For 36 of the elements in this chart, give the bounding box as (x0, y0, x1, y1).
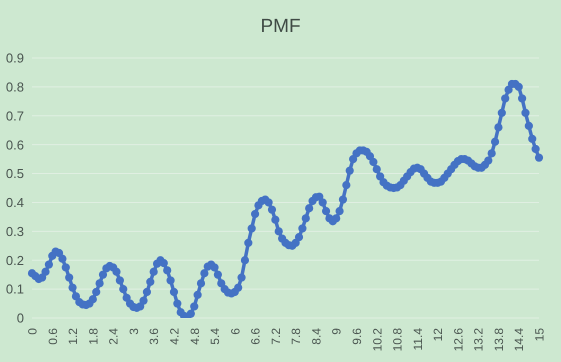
y-tick-label: 0.2 (6, 252, 24, 268)
x-tick-label: 9.6 (350, 328, 364, 345)
x-tick-label: 6.6 (248, 328, 263, 345)
x-tick-label: 15 (532, 328, 547, 342)
x-tick-label: 10.8 (390, 328, 405, 352)
y-tick-label: 0.6 (6, 137, 24, 152)
x-tick-label: 3 (126, 328, 141, 335)
x-tick-label: 0.6 (46, 328, 60, 345)
x-tick-label: 4.8 (188, 328, 202, 345)
x-tick-label: 12.6 (451, 328, 466, 352)
x-tick-label: 13.2 (472, 328, 486, 352)
y-tick-label: 0.4 (6, 195, 24, 210)
x-tick-label: 0 (26, 328, 40, 335)
y-tick-label: 0.9 (6, 50, 24, 66)
x-tick-label: 7.2 (268, 328, 283, 345)
x-tick-label: 3.6 (147, 328, 162, 345)
x-tick-label: 6 (228, 328, 242, 335)
x-tick-label: 1.8 (86, 328, 100, 345)
x-tick-label: 2.4 (106, 328, 121, 345)
x-tick-label: 9 (330, 328, 344, 335)
x-tick-label: 8.4 (309, 328, 324, 345)
y-tick-label: 0.5 (6, 166, 24, 182)
y-tick-label: 0.7 (6, 108, 24, 124)
chart-title: PMF (259, 16, 302, 38)
x-tick-label: 5.4 (208, 328, 222, 345)
x-tick-label: 11.4 (410, 328, 425, 350)
y-tick-label: 0.3 (6, 224, 24, 239)
x-tick-label: 12 (431, 328, 446, 342)
x-tick-label: 4.2 (167, 328, 182, 345)
x-tick-label: 13.8 (492, 328, 506, 352)
x-tick-label: 7.8 (289, 328, 304, 345)
x-tick-label: 10.2 (370, 328, 384, 352)
y-tick-label: 0.1 (6, 282, 24, 297)
y-tick-label: 0.8 (6, 80, 24, 95)
x-tick-label: 1.2 (66, 328, 80, 345)
x-tick-label: 14.4 (512, 328, 526, 352)
